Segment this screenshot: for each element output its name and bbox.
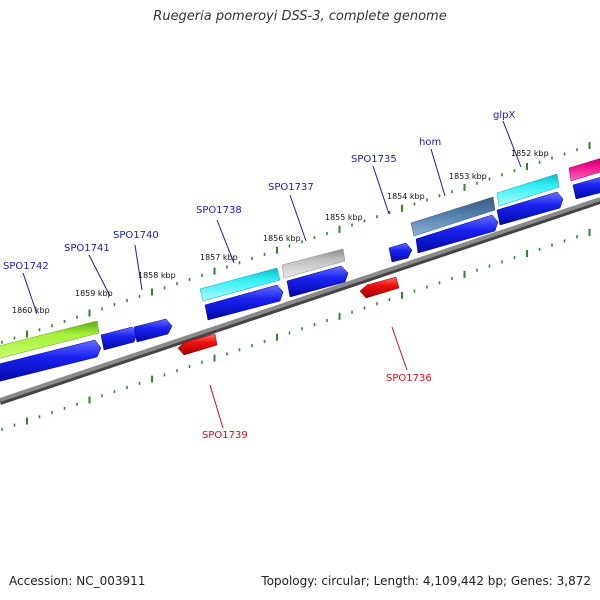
lower-tick-row xyxy=(1,229,591,431)
kbp-label-1858: 1858 kbp xyxy=(138,271,176,280)
gene-arrow-spo1739[interactable] xyxy=(177,333,218,356)
leader-lines xyxy=(22,120,522,429)
leader-spo1741 xyxy=(88,254,111,297)
gene-label-spo1736[interactable]: SPO1736 xyxy=(386,373,432,384)
kbp-label-1853: 1853 kbp xyxy=(449,172,487,181)
gene-label-glpx[interactable]: glpX xyxy=(493,110,515,121)
leader-spo1738 xyxy=(216,219,235,264)
kbp-label-1857: 1857 kbp xyxy=(200,253,238,262)
kbp-label-1859: 1859 kbp xyxy=(75,289,113,298)
kbp-label-1854: 1854 kbp xyxy=(387,192,425,201)
gene-arrow-hom[interactable] xyxy=(415,214,499,254)
kbp-label-1855: 1855 kbp xyxy=(325,213,363,222)
leader-spo1742 xyxy=(22,272,38,315)
kbp-label-1860: 1860 kbp xyxy=(12,306,50,315)
gene-arrow-glpx[interactable] xyxy=(496,191,564,226)
gene-label-spo1737[interactable]: SPO1737 xyxy=(268,182,314,193)
leader-spo1736 xyxy=(391,326,408,371)
gene-label-hom[interactable]: hom xyxy=(419,137,441,148)
gene-arrow-spo1740[interactable] xyxy=(133,318,173,343)
gene-label-spo1735[interactable]: SPO1735 xyxy=(351,154,397,165)
gene-arrow-spo1737[interactable] xyxy=(286,265,349,298)
leader-hom xyxy=(430,148,446,197)
gene-arrow-spo1742[interactable] xyxy=(0,339,102,382)
forward-genes xyxy=(0,176,600,382)
leader-spo1739 xyxy=(209,384,224,429)
accession-text: Accession: NC_003911 xyxy=(9,574,146,588)
diagram-title: Ruegeria pomeroyi DSS-3, complete genome xyxy=(153,9,447,24)
kbp-label-1852: 1852 kbp xyxy=(511,149,549,158)
feature-bar-magenta xyxy=(568,158,600,182)
gene-arrow-spo1741[interactable] xyxy=(100,326,138,351)
leader-spo1737 xyxy=(289,194,307,242)
leader-glpx xyxy=(502,120,522,168)
feature-bars xyxy=(0,158,600,359)
gene-label-spo1738[interactable]: SPO1738 xyxy=(196,205,242,216)
gene-label-spo1741[interactable]: SPO1741 xyxy=(64,243,110,254)
feature-bar-cyan-1 xyxy=(199,267,281,302)
leader-spo1735 xyxy=(372,165,390,215)
gene-arrow-spo1735[interactable] xyxy=(388,242,413,263)
leader-spo1740 xyxy=(134,244,143,291)
backbone xyxy=(0,197,600,402)
tick-rows xyxy=(1,142,591,431)
feature-bar-gray xyxy=(281,248,346,279)
gene-label-spo1740[interactable]: SPO1740 xyxy=(113,230,159,241)
feature-bar-steel xyxy=(410,196,496,237)
gene-arrow-spo1736[interactable] xyxy=(359,276,400,299)
kbp-labels: 1860 kbp 1859 kbp 1858 kbp 1857 kbp 1856… xyxy=(12,149,549,315)
kbp-label-1856: 1856 kbp xyxy=(263,234,301,243)
gene-labels: SPO1742 SPO1741 SPO1740 SPO1738 SPO1737 … xyxy=(3,110,515,441)
gene-arrow-spo1738[interactable] xyxy=(204,284,284,321)
gene-arrow-next[interactable] xyxy=(572,176,600,200)
gene-label-spo1742[interactable]: SPO1742 xyxy=(3,261,49,272)
upper-tick-row xyxy=(1,142,591,344)
feature-bar-green xyxy=(0,320,100,359)
feature-bar-cyan-2 xyxy=(496,173,560,207)
reverse-genes xyxy=(177,276,400,356)
topology-text: Topology: circular; Length: 4,109,442 bp… xyxy=(261,574,591,588)
gene-label-spo1739[interactable]: SPO1739 xyxy=(202,430,248,441)
